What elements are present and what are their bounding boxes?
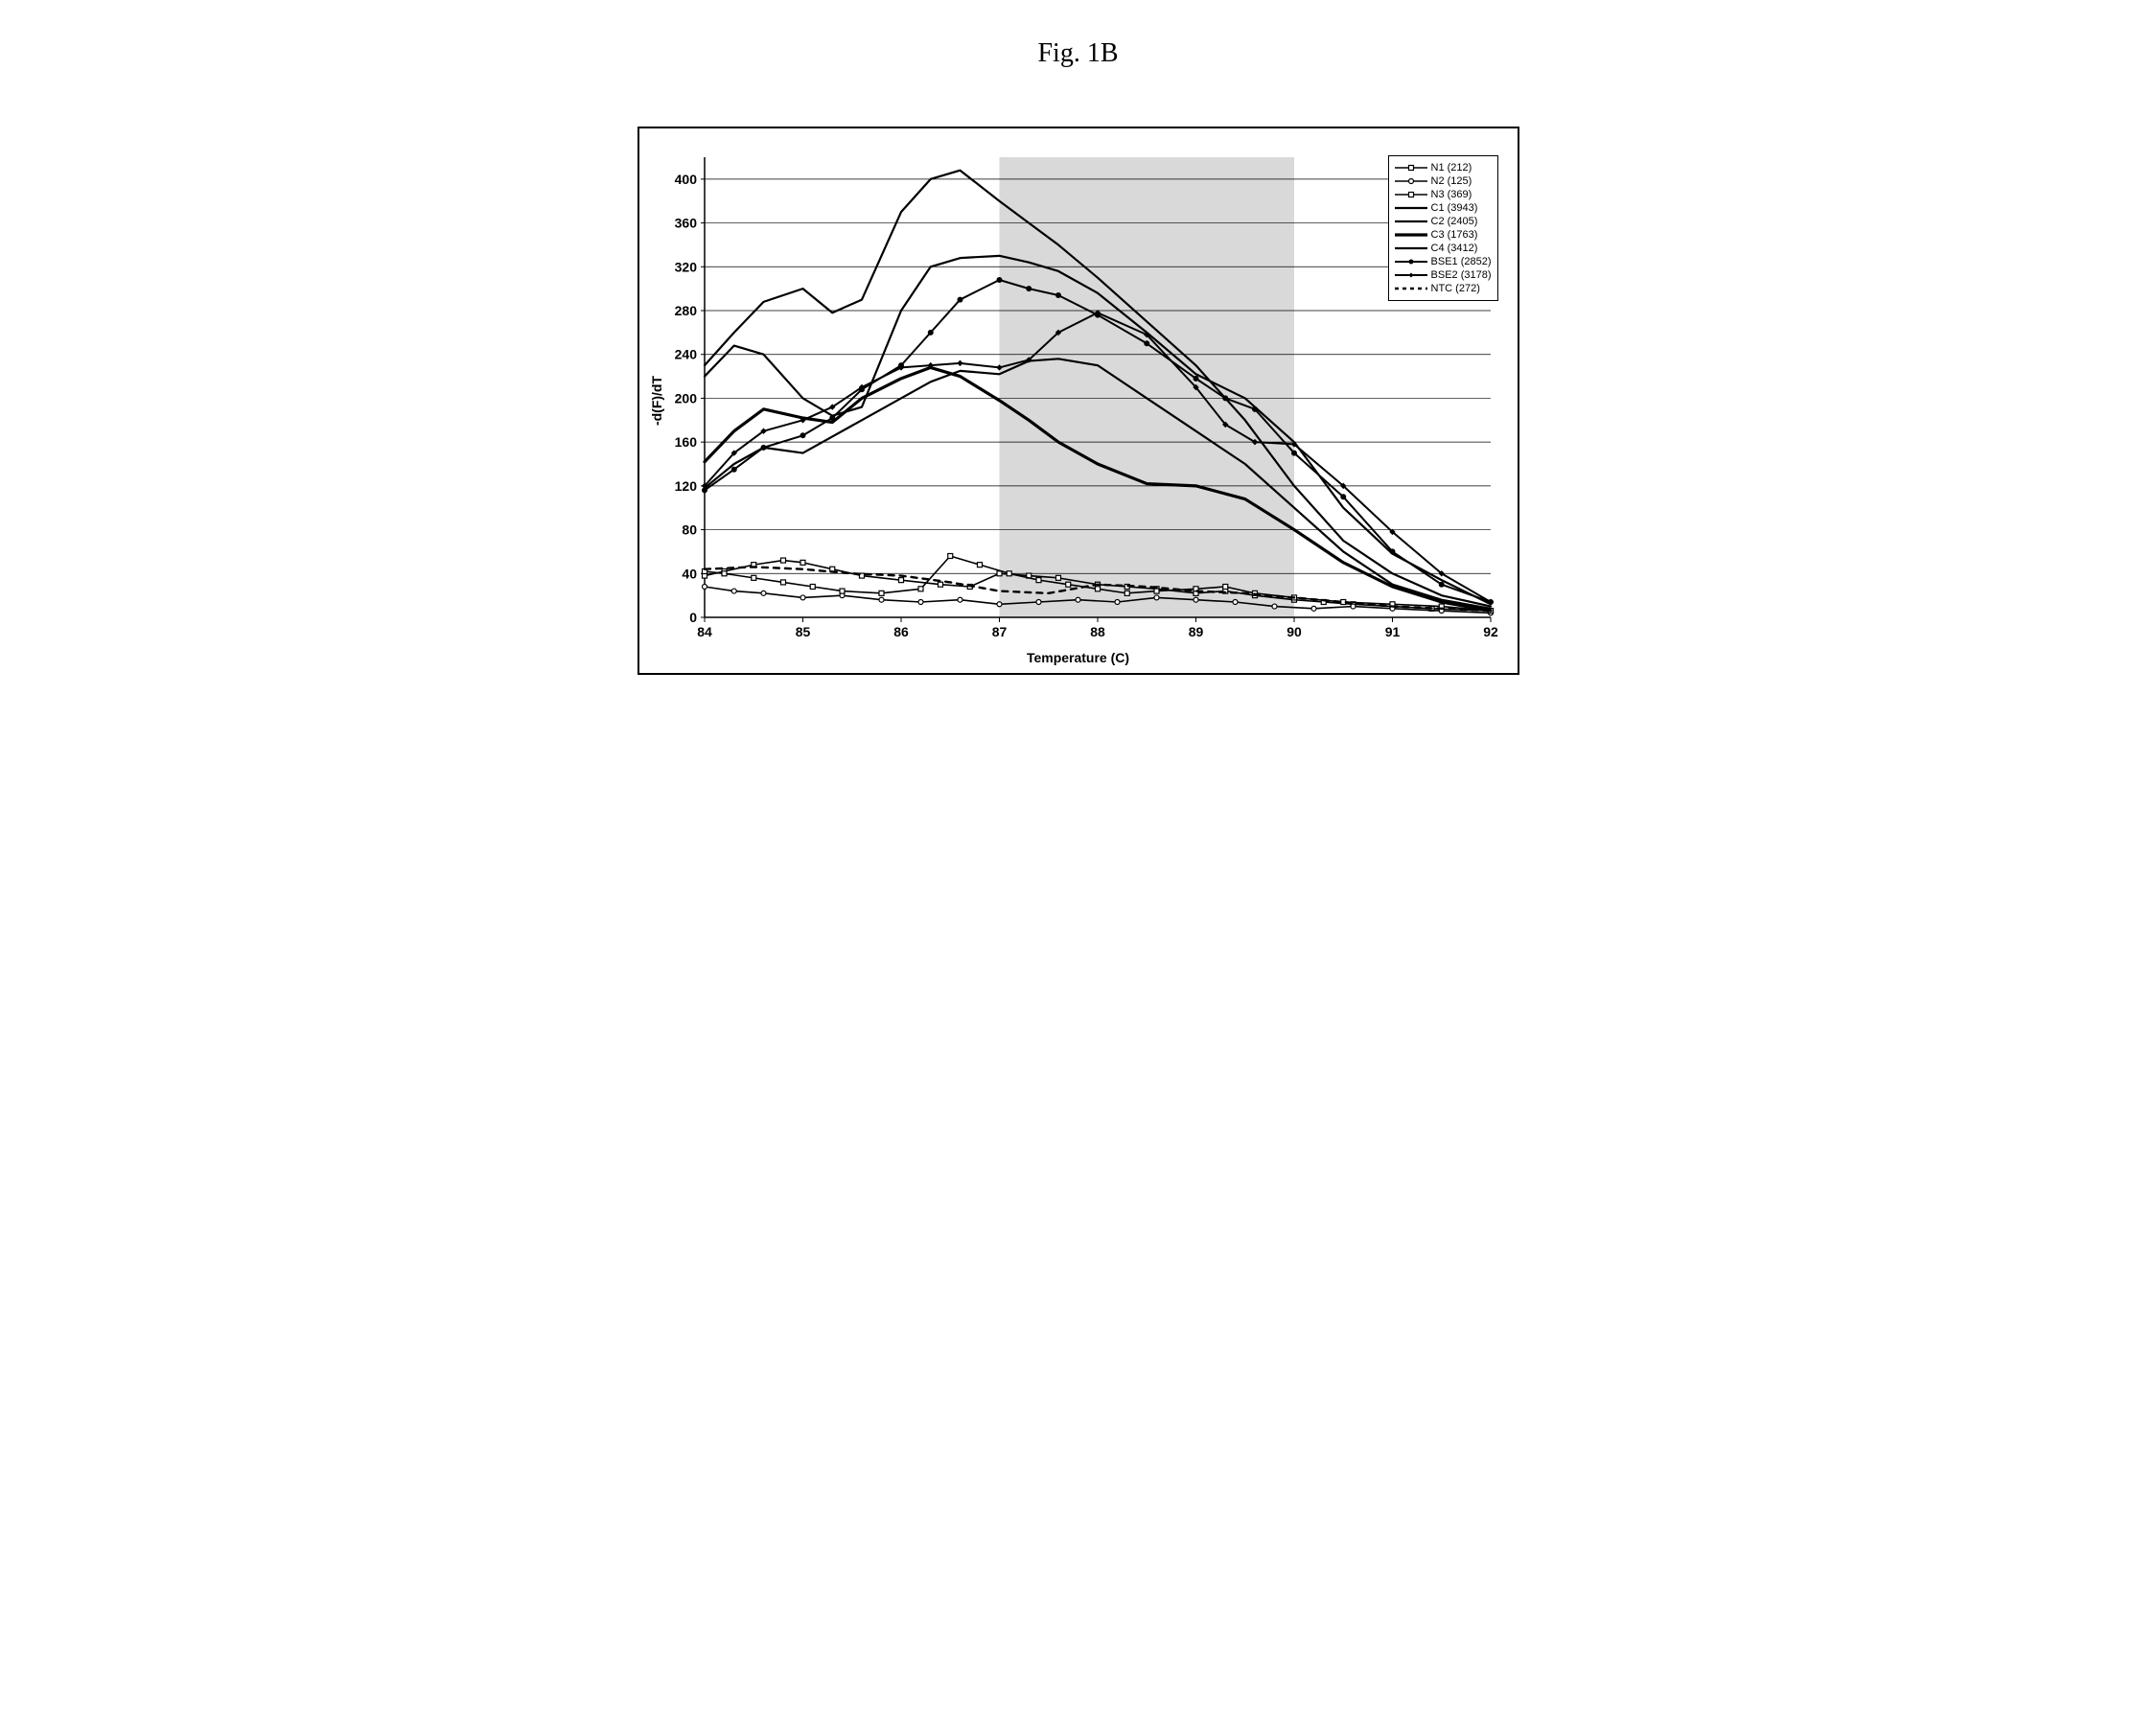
chart-plot: 0 40 80 120 160 200 240 280 320 360 400 84 85 86 87 88 8… [647, 148, 1500, 646]
legend-label: N2 (125) [1431, 175, 1472, 187]
legend-swatch [1395, 216, 1427, 227]
svg-text:360: 360 [674, 216, 697, 231]
y-axis-label: -d(F)/dT [649, 376, 664, 426]
legend-item: N3 (369) [1395, 189, 1492, 200]
legend-label: C1 (3943) [1431, 202, 1478, 214]
svg-text:120: 120 [674, 478, 697, 494]
svg-text:40: 40 [682, 566, 697, 581]
legend-swatch [1395, 283, 1427, 294]
figure-title: Fig. 1B [38, 38, 2118, 69]
svg-text:84: 84 [697, 624, 712, 639]
svg-text:0: 0 [689, 610, 697, 625]
svg-text:90: 90 [1287, 624, 1302, 639]
legend-item: N2 (125) [1395, 175, 1492, 187]
legend-swatch [1395, 256, 1427, 267]
svg-text:88: 88 [1090, 624, 1105, 639]
legend-item: C4 (3412) [1395, 243, 1492, 254]
legend-item: BSE1 (2852) [1395, 256, 1492, 267]
svg-text:85: 85 [795, 624, 810, 639]
legend-swatch [1395, 269, 1427, 281]
svg-text:92: 92 [1483, 624, 1498, 639]
legend-swatch [1395, 189, 1427, 200]
x-axis-label: Temperature (C) [647, 650, 1510, 665]
legend-swatch [1395, 175, 1427, 187]
legend: N1 (212)N2 (125) N3 (369) C1 (3943) C2 (240… [1388, 155, 1498, 301]
svg-text:240: 240 [674, 347, 697, 362]
legend-label: N3 (369) [1431, 189, 1472, 200]
svg-text:400: 400 [674, 172, 697, 187]
svg-text:80: 80 [682, 522, 697, 538]
legend-item: C3 (1763) [1395, 229, 1492, 241]
legend-item: N1 (212) [1395, 162, 1492, 174]
svg-text:89: 89 [1188, 624, 1203, 639]
svg-text:320: 320 [674, 259, 697, 274]
svg-text:200: 200 [674, 390, 697, 405]
legend-item: BSE2 (3178) [1395, 269, 1492, 281]
svg-text:87: 87 [991, 624, 1007, 639]
legend-label: N1 (212) [1431, 162, 1472, 174]
legend-label: C2 (2405) [1431, 216, 1478, 227]
svg-text:86: 86 [893, 624, 909, 639]
legend-label: NTC (272) [1431, 283, 1480, 294]
chart-container: 0 40 80 120 160 200 240 280 320 360 400 84 85 86 87 88 8… [638, 127, 1519, 675]
legend-label: BSE1 (2852) [1431, 256, 1492, 267]
legend-swatch [1395, 229, 1427, 241]
legend-label: C4 (3412) [1431, 243, 1478, 254]
legend-label: C3 (1763) [1431, 229, 1478, 241]
svg-text:160: 160 [674, 434, 697, 450]
legend-item: C2 (2405) [1395, 216, 1492, 227]
svg-text:91: 91 [1384, 624, 1400, 639]
legend-item: C1 (3943) [1395, 202, 1492, 214]
legend-swatch [1395, 243, 1427, 254]
legend-swatch [1395, 162, 1427, 174]
svg-text:280: 280 [674, 303, 697, 318]
legend-swatch [1395, 202, 1427, 214]
legend-item: NTC (272) [1395, 283, 1492, 294]
legend-label: BSE2 (3178) [1431, 269, 1492, 281]
